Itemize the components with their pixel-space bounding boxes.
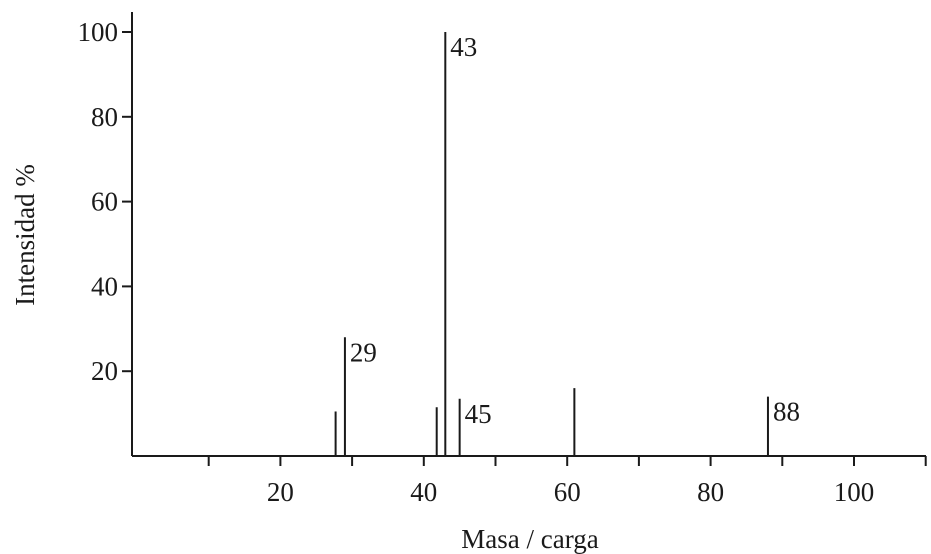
peak-label: 29 (350, 337, 377, 367)
y-tick-label: 60 (91, 187, 118, 217)
x-tick-label: 80 (697, 477, 724, 507)
y-tick-label: 40 (91, 271, 118, 301)
x-tick-label: 60 (554, 477, 581, 507)
y-tick-label: 20 (91, 356, 118, 386)
peak-label: 88 (773, 397, 800, 427)
y-tick-label: 80 (91, 102, 118, 132)
y-axis-title: Intensidad % (10, 164, 40, 306)
x-tick-label: 20 (267, 477, 294, 507)
y-tick-label: 100 (78, 17, 119, 47)
x-tick-label: 40 (410, 477, 437, 507)
plot-area: 20 40 60 80 100 20 40 60 80 100 29 43 45 88 (78, 12, 927, 507)
peak-label: 45 (465, 399, 492, 429)
peak-label: 43 (450, 32, 477, 62)
x-tick-label: 100 (834, 477, 875, 507)
x-axis-title: Masa / carga (461, 524, 598, 554)
